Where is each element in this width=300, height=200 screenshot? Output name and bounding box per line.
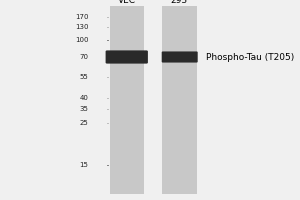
Text: 55: 55 xyxy=(80,74,88,80)
FancyBboxPatch shape xyxy=(162,51,198,63)
Text: Phospho-Tau (T205): Phospho-Tau (T205) xyxy=(206,52,294,62)
Text: 130: 130 xyxy=(75,24,88,30)
Text: 293: 293 xyxy=(171,0,188,5)
Bar xyxy=(110,6,144,194)
Text: 70: 70 xyxy=(80,54,88,60)
Text: 170: 170 xyxy=(75,14,88,20)
Text: 40: 40 xyxy=(80,95,88,101)
Text: 25: 25 xyxy=(80,120,88,126)
FancyBboxPatch shape xyxy=(106,50,148,64)
Text: VEC: VEC xyxy=(118,0,136,5)
Text: 35: 35 xyxy=(80,106,88,112)
Text: 15: 15 xyxy=(80,162,88,168)
Text: 100: 100 xyxy=(75,37,88,43)
Bar xyxy=(162,6,196,194)
